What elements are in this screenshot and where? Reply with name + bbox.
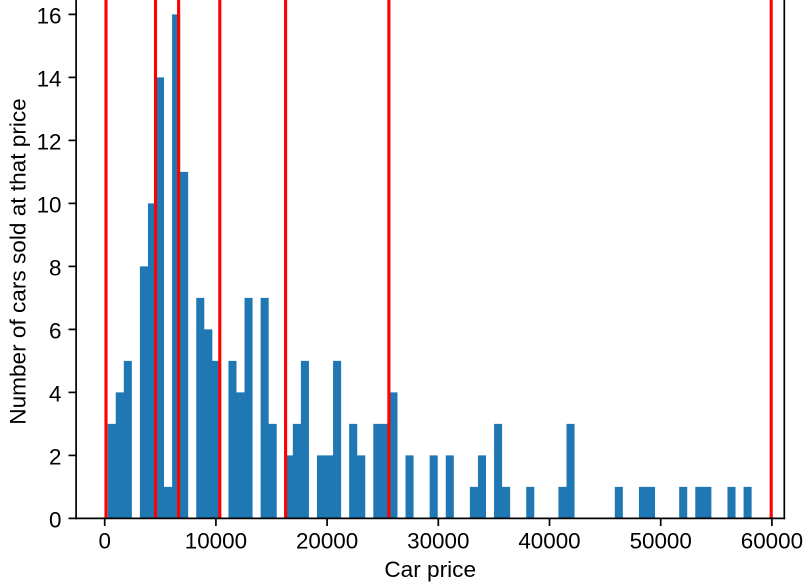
svg-text:14: 14 <box>37 66 62 91</box>
svg-text:60000: 60000 <box>741 528 803 553</box>
svg-text:10000: 10000 <box>185 528 247 553</box>
svg-text:16: 16 <box>37 3 62 28</box>
svg-text:8: 8 <box>49 255 61 280</box>
svg-text:Number of cars sold at that pr: Number of cars sold at that price <box>6 98 31 425</box>
svg-text:4: 4 <box>49 381 61 406</box>
svg-text:6: 6 <box>49 318 61 343</box>
svg-text:10: 10 <box>37 192 62 217</box>
svg-text:12: 12 <box>37 129 62 154</box>
svg-text:2: 2 <box>49 444 61 469</box>
svg-text:Car price: Car price <box>384 557 476 582</box>
svg-text:30000: 30000 <box>407 528 469 553</box>
svg-text:0: 0 <box>98 528 110 553</box>
svg-text:50000: 50000 <box>630 528 692 553</box>
svg-text:20000: 20000 <box>296 528 358 553</box>
svg-text:0: 0 <box>49 507 61 532</box>
svg-text:40000: 40000 <box>518 528 580 553</box>
